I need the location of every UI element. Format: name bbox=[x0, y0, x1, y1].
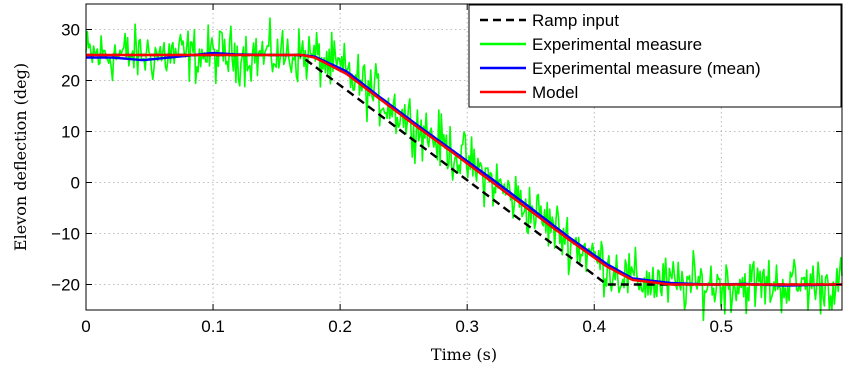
y-tick-label: 0 bbox=[71, 174, 80, 193]
legend-label: Ramp input bbox=[532, 11, 619, 30]
axes-frame bbox=[85, 3, 843, 311]
legend-box bbox=[468, 4, 842, 108]
legend-label: Experimental measure bbox=[532, 35, 702, 54]
x-axis-label: Time (s) bbox=[431, 345, 497, 364]
y-tick-label: 10 bbox=[61, 123, 80, 142]
x-tick-label: 0.4 bbox=[582, 317, 606, 336]
legend: Ramp input Experimental measure Experiment… bbox=[468, 4, 842, 108]
y-tick-label: 30 bbox=[61, 21, 80, 40]
y-tick-label: 20 bbox=[61, 72, 80, 91]
x-tick-label: 0.5 bbox=[709, 317, 733, 336]
x-tick-label: 0.1 bbox=[201, 317, 225, 336]
legend-label: Experimental measure (mean) bbox=[532, 59, 761, 78]
y-axis-label: Elevon deflection (deg) bbox=[11, 63, 30, 251]
series-model bbox=[86, 53, 842, 286]
y-tick-label: −20 bbox=[51, 276, 80, 295]
y-tick-label: −10 bbox=[51, 225, 80, 244]
x-tick-label: 0 bbox=[81, 317, 90, 336]
tick-labels: 0 0.1 0.2 0.3 0.4 0.5 −20 −10 0 10 20 30 bbox=[51, 21, 733, 337]
series-experimental-measure bbox=[85, 17, 843, 322]
series-layer bbox=[85, 17, 843, 322]
legend-label: Model bbox=[532, 83, 578, 102]
x-tick-label: 0.2 bbox=[328, 317, 352, 336]
x-tick-label: 0.3 bbox=[455, 317, 479, 336]
